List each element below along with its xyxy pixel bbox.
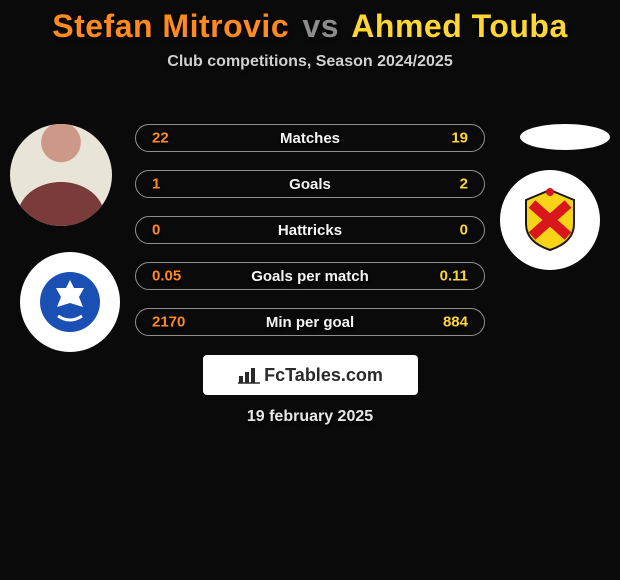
date-text: 19 february 2025 xyxy=(0,408,620,426)
stat-row: 0 Hattricks 0 xyxy=(135,216,485,244)
stat-label: Goals per match xyxy=(251,268,369,285)
source-logo-text: FcTables.com xyxy=(264,365,383,386)
player2-club-badge xyxy=(500,170,600,270)
bar-chart-icon xyxy=(238,366,260,384)
stat-rows: 22 Matches 19 1 Goals 2 0 Hattricks 0 0.… xyxy=(135,124,485,354)
title: Stefan Mitrovic vs Ahmed Touba xyxy=(0,8,620,45)
stat-row: 22 Matches 19 xyxy=(135,124,485,152)
stat-value-left: 0.05 xyxy=(152,268,181,285)
stat-value-left: 1 xyxy=(152,176,160,193)
stat-value-left: 0 xyxy=(152,222,160,239)
subtitle: Club competitions, Season 2024/2025 xyxy=(0,53,620,71)
stat-label: Goals xyxy=(289,176,331,193)
title-player1: Stefan Mitrovic xyxy=(52,8,289,44)
source-logo: FcTables.com xyxy=(203,355,418,395)
stat-value-right: 2 xyxy=(460,176,468,193)
stat-label: Min per goal xyxy=(266,314,354,331)
stat-value-left: 22 xyxy=(152,130,169,147)
player2-avatar xyxy=(520,124,610,150)
stat-value-left: 2170 xyxy=(152,314,185,331)
stat-value-right: 884 xyxy=(443,314,468,331)
stat-value-right: 19 xyxy=(451,130,468,147)
title-vs: vs xyxy=(303,8,340,44)
comparison-card: Stefan Mitrovic vs Ahmed Touba Club comp… xyxy=(0,0,620,440)
stat-row: 1 Goals 2 xyxy=(135,170,485,198)
stat-value-right: 0.11 xyxy=(440,268,468,285)
player1-club-badge xyxy=(20,252,120,352)
stat-label: Matches xyxy=(280,130,340,147)
stat-label: Hattricks xyxy=(278,222,342,239)
title-player2: Ahmed Touba xyxy=(351,8,567,44)
player-silhouette-icon xyxy=(10,124,112,226)
player1-avatar xyxy=(10,124,112,226)
club-crest-icon xyxy=(34,266,106,338)
stat-row: 2170 Min per goal 884 xyxy=(135,308,485,336)
club-crest-icon xyxy=(514,184,586,256)
stat-row: 0.05 Goals per match 0.11 xyxy=(135,262,485,290)
stat-value-right: 0 xyxy=(460,222,468,239)
